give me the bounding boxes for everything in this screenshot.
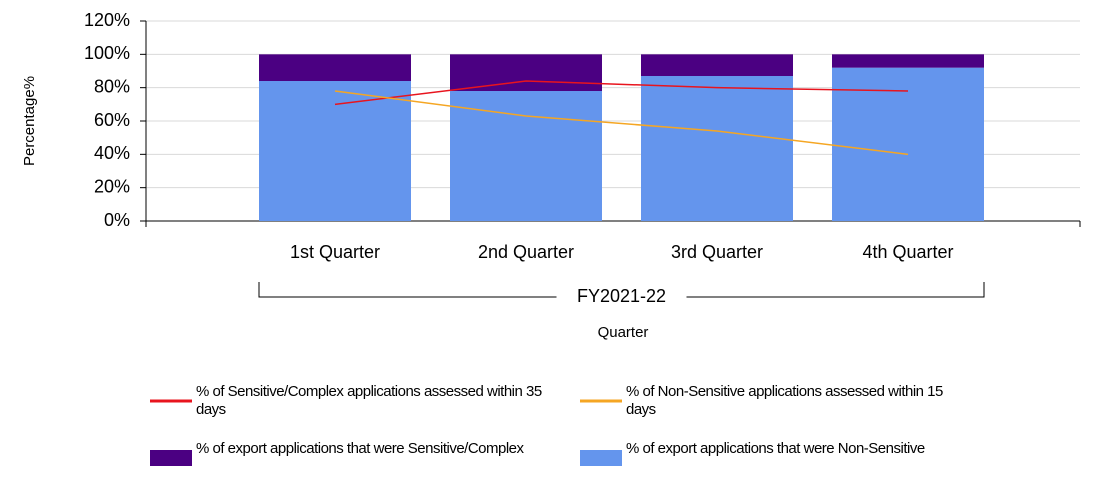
y-tick-label: 0%	[104, 210, 130, 230]
x-tick-label: 4th Quarter	[862, 242, 953, 262]
legend-entry: % of export applications that were Non-S…	[626, 440, 925, 457]
y-tick-label: 120%	[84, 10, 130, 30]
x-tick-label: 3rd Quarter	[671, 242, 763, 262]
legend-label: % of export applications that were Non-S…	[626, 440, 925, 457]
line	[334, 80, 909, 106]
y-tick-label: 40%	[94, 143, 130, 163]
bar	[832, 67, 984, 222]
bar	[641, 54, 793, 76]
y-tick-label: 80%	[94, 76, 130, 96]
legend-entry: % of export applications that were Sensi…	[196, 440, 524, 457]
x-tick-label: 2nd Quarter	[478, 242, 574, 262]
group-label: FY2021-22	[577, 286, 666, 306]
legend-entry: % of Non-Sensitive applications assessed…	[626, 383, 943, 418]
bar	[832, 54, 984, 68]
bar	[450, 54, 602, 91]
y-axis-title: Percentage%	[21, 76, 38, 166]
bar	[641, 76, 793, 221]
bar	[259, 54, 411, 81]
legend-label: % of Sensitive/Complex applications asse…	[196, 383, 542, 418]
legend-swatch	[150, 450, 192, 466]
y-tick-label: 60%	[94, 110, 130, 130]
legend-swatch	[580, 450, 622, 466]
bar	[259, 81, 411, 221]
legend-entry: % of Sensitive/Complex applications asse…	[196, 383, 542, 418]
x-axis-title: Quarter	[598, 324, 649, 341]
group-bracket	[258, 282, 985, 298]
y-tick-label: 100%	[84, 43, 130, 63]
y-tick-label: 20%	[94, 176, 130, 196]
line	[334, 90, 909, 156]
x-tick-label: 1st Quarter	[290, 242, 380, 262]
legend-label: % of export applications that were Sensi…	[196, 440, 524, 457]
bar	[450, 91, 602, 221]
legend-label: % of Non-Sensitive applications assessed…	[626, 383, 943, 418]
